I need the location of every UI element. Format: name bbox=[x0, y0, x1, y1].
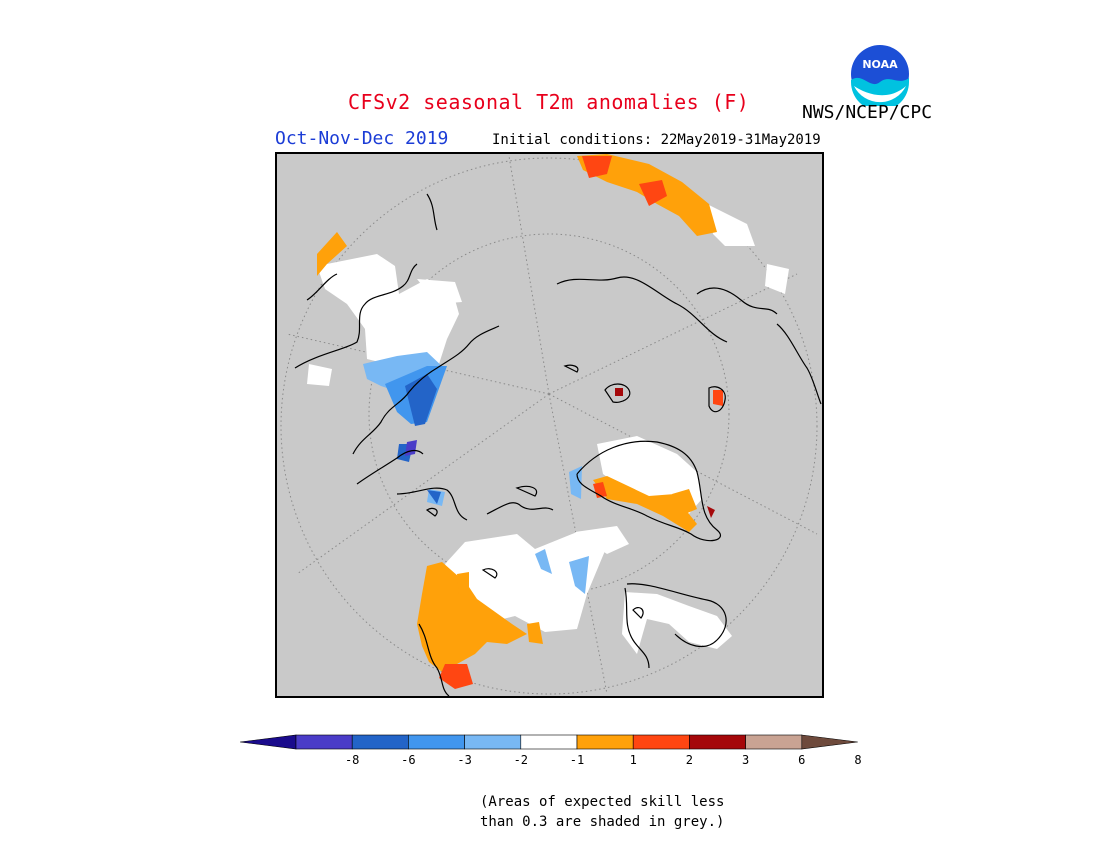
agency-label: NWS/NCEP/CPC bbox=[802, 102, 933, 123]
colorbar-box bbox=[632, 734, 690, 750]
neutral-anomaly-regions bbox=[307, 204, 789, 654]
colorbar-tick-label: 1 bbox=[629, 753, 637, 767]
polar-map-frame bbox=[275, 152, 824, 698]
season-label: Oct-Nov-Dec 2019 bbox=[275, 128, 449, 149]
colorbar-tick-label: 2 bbox=[685, 753, 694, 767]
colorbar-box bbox=[351, 734, 409, 750]
red-orange-anomaly-regions bbox=[439, 156, 723, 689]
noaa-logo: NOAA bbox=[849, 43, 911, 106]
colorbar-box bbox=[689, 734, 746, 750]
colorbar-tick-label: -8 bbox=[344, 753, 360, 767]
orange-anomaly-regions bbox=[317, 154, 717, 674]
colorbar-box bbox=[745, 734, 803, 750]
colorbar-box bbox=[464, 734, 522, 750]
colorbar-tick-label: -2 bbox=[513, 753, 529, 767]
map-title: CFSv2 seasonal T2m anomalies (F) bbox=[348, 90, 750, 114]
colorbar-tick-label: 8 bbox=[854, 753, 862, 767]
colorbar-tick-label: 3 bbox=[741, 753, 750, 767]
colorbar-tick-label: 6 bbox=[798, 753, 806, 767]
colorbar-arrow-low bbox=[240, 734, 297, 750]
colorbar bbox=[240, 734, 858, 750]
logo-text: NOAA bbox=[862, 58, 898, 71]
colorbar-tick-label: -6 bbox=[401, 753, 416, 767]
purple-anomaly-regions bbox=[405, 440, 417, 456]
colorbar-arrow-high bbox=[801, 734, 858, 750]
colorbar-tick-label: -3 bbox=[457, 753, 472, 767]
coastlines bbox=[294, 193, 822, 696]
dark-red-anomaly-regions bbox=[615, 388, 715, 518]
skill-note: (Areas of expected skill less than 0.3 a… bbox=[480, 792, 724, 832]
colorbar-box bbox=[295, 734, 353, 750]
skill-note-line-2: than 0.3 are shaded in grey.) bbox=[480, 814, 725, 830]
initial-conditions-label: Initial conditions: 22May2019-31May2019 bbox=[492, 132, 821, 148]
colorbar-box bbox=[520, 734, 578, 750]
colorbar-box bbox=[576, 734, 634, 750]
colorbar-tick-label: -1 bbox=[569, 753, 585, 767]
islands bbox=[425, 364, 726, 619]
graticule bbox=[280, 155, 818, 695]
skill-note-line-1: (Areas of expected skill less bbox=[480, 794, 725, 810]
colorbar-box bbox=[408, 734, 465, 750]
polar-map bbox=[280, 154, 822, 696]
